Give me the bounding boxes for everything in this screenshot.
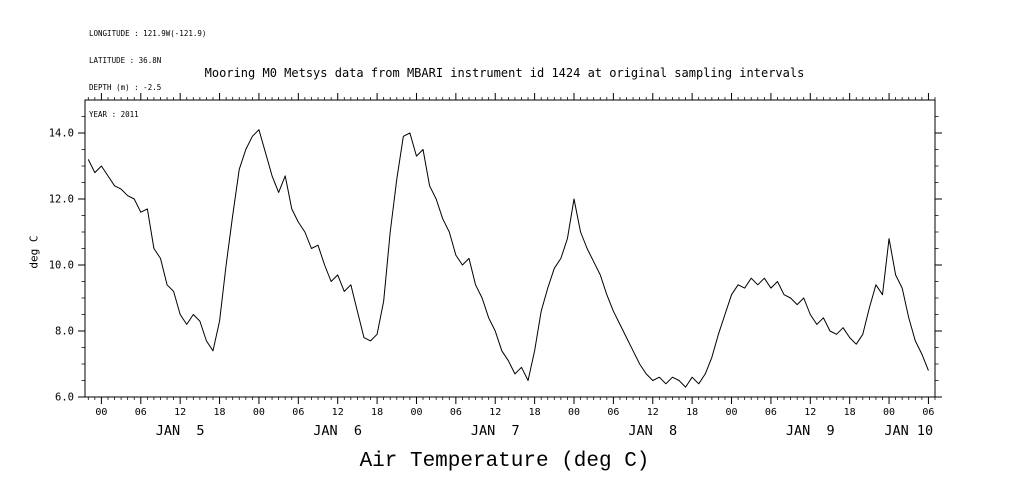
y-tick-label: 14.0	[49, 128, 74, 140]
x-tick-label: 06	[607, 407, 619, 418]
x-tick-label: 18	[686, 407, 698, 418]
day-label: JAN 5	[156, 423, 205, 439]
day-label: JAN 9	[786, 423, 835, 439]
x-tick-label: 06	[292, 407, 304, 418]
x-tick-label: 06	[765, 407, 777, 418]
plot-frame	[84, 99, 936, 398]
x-tick-label: 18	[844, 407, 856, 418]
info-year: YEAR : 2011	[89, 110, 139, 119]
day-label: JAN 6	[313, 423, 362, 439]
x-tick-label: 18	[214, 407, 226, 418]
x-tick-label: 06	[135, 407, 147, 418]
info-depth: DEPTH (m) : -2.5	[89, 83, 162, 92]
x-tick-label: 00	[253, 407, 265, 418]
x-tick-label: 12	[804, 407, 816, 418]
x-tick-label: 06	[922, 407, 934, 418]
chart-title: Mooring M0 Metsys data from MBARI instru…	[204, 66, 805, 80]
x-tick-label: 00	[883, 407, 895, 418]
x-tick-label: 06	[450, 407, 462, 418]
x-axis-title: Air Temperature (deg C)	[359, 450, 650, 473]
info-longitude: LONGITUDE : 121.9W(-121.9)	[89, 29, 207, 38]
x-tick-label: 00	[410, 407, 422, 418]
x-tick-label: 00	[95, 407, 107, 418]
day-label: JAN 8	[628, 423, 677, 439]
y-tick-label: 6.0	[55, 392, 74, 404]
x-tick-label: 12	[647, 407, 659, 418]
x-tick-label: 18	[529, 407, 541, 418]
x-tick-label: 00	[726, 407, 738, 418]
x-tick-label: 18	[371, 407, 383, 418]
y-tick-label: 10.0	[49, 260, 74, 272]
x-tick-label: 00	[568, 407, 580, 418]
x-tick-label: 12	[174, 407, 186, 418]
y-tick-label: 12.0	[49, 194, 74, 206]
x-tick-label: 12	[332, 407, 344, 418]
day-label: JAN 7	[471, 423, 520, 439]
day-label: JAN 10	[884, 423, 933, 439]
info-latitude: LATITUDE : 36.8N	[89, 56, 162, 65]
header-info: LONGITUDE : 121.9W(-121.9) LATITUDE : 36…	[89, 11, 206, 137]
y-tick-label: 8.0	[55, 326, 74, 338]
x-tick-label: 12	[489, 407, 501, 418]
temperature-line	[87, 129, 929, 388]
